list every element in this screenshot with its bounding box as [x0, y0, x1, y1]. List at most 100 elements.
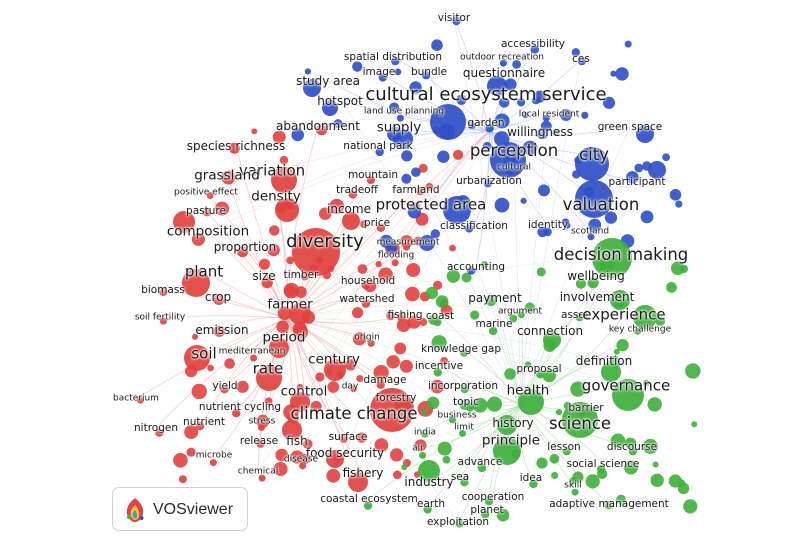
term-node-positive-effect[interactable]: [206, 192, 214, 199]
term-label[interactable]: release: [239, 434, 279, 447]
term-label[interactable]: period: [262, 329, 306, 346]
term-label[interactable]: control: [280, 383, 328, 400]
term-node-marine[interactable]: [488, 326, 498, 336]
term-node-outdoor-recreation[interactable]: [499, 59, 507, 67]
term-node-idea[interactable]: [529, 479, 538, 489]
term-label[interactable]: crop: [204, 290, 232, 304]
term-node-definition[interactable]: [601, 362, 621, 382]
term-label[interactable]: biomass: [141, 283, 185, 296]
term-label[interactable]: cultural: [496, 162, 532, 173]
term-node-limit[interactable]: [459, 429, 466, 437]
term-label[interactable]: asset: [561, 308, 589, 321]
term-node-incorporation[interactable]: [460, 384, 469, 394]
term-label[interactable]: land use planning: [363, 106, 445, 117]
term-label[interactable]: nutrient: [183, 415, 225, 428]
term-label[interactable]: knowledge gap: [420, 342, 502, 355]
term-node-planet[interactable]: [481, 510, 490, 519]
term-label[interactable]: origin: [354, 332, 380, 343]
term-label[interactable]: argument: [497, 306, 543, 317]
term-node-composition[interactable]: [173, 211, 195, 233]
term-node-nutrient-cycling[interactable]: [232, 409, 241, 418]
term-label[interactable]: species richness: [186, 139, 286, 153]
term-label[interactable]: cultural ecosystem service: [365, 84, 607, 105]
term-label[interactable]: connection: [516, 324, 584, 338]
term-node-nutrient[interactable]: [195, 421, 205, 431]
term-label[interactable]: mountain: [347, 168, 399, 181]
term-label[interactable]: experience: [582, 305, 666, 324]
term-node-spatial-distribution[interactable]: [391, 56, 400, 66]
term-label[interactable]: adaptive management: [549, 497, 669, 510]
term-node-governance[interactable]: [612, 379, 644, 411]
term-label[interactable]: nitrogen: [134, 421, 178, 434]
term-node-payment[interactable]: [485, 294, 497, 306]
term-node-study-area[interactable]: [303, 79, 321, 97]
term-node-day[interactable]: [350, 385, 358, 393]
term-label[interactable]: green space: [597, 120, 663, 133]
term-label[interactable]: stress: [248, 416, 276, 427]
term-label[interactable]: diversity: [286, 231, 364, 252]
term-label[interactable]: composition: [166, 223, 250, 240]
term-label[interactable]: perception: [469, 140, 559, 160]
term-node-perception[interactable]: [490, 142, 526, 178]
term-node-scotland[interactable]: [587, 233, 595, 241]
term-node-emission[interactable]: [213, 325, 225, 337]
term-node-air[interactable]: [419, 451, 427, 459]
term-node-hotspot[interactable]: [322, 100, 338, 116]
term-label[interactable]: incorporation: [427, 379, 499, 392]
term-node-species-richness[interactable]: [228, 142, 240, 154]
term-label[interactable]: barrier: [568, 401, 604, 414]
term-node-experience[interactable]: [633, 305, 657, 329]
term-label[interactable]: exploitation: [426, 515, 490, 528]
term-label[interactable]: farmer: [267, 296, 313, 313]
term-label[interactable]: wellbeing: [567, 269, 625, 283]
term-label[interactable]: bacterium: [113, 393, 159, 404]
term-node-fishery[interactable]: [348, 472, 368, 492]
term-node-origin[interactable]: [367, 339, 375, 347]
term-label[interactable]: watershed: [339, 292, 395, 305]
term-label[interactable]: outdoor recreation: [460, 52, 544, 63]
term-label[interactable]: soil: [191, 344, 217, 363]
term-node-accessibility[interactable]: [530, 45, 539, 54]
term-node-incentive[interactable]: [433, 368, 442, 377]
term-label[interactable]: microbe: [195, 450, 233, 461]
term-label[interactable]: science: [548, 413, 612, 433]
term-label[interactable]: principle: [481, 432, 541, 449]
term-label[interactable]: india: [414, 427, 436, 438]
term-label[interactable]: incentive: [414, 359, 464, 372]
term-node-coast[interactable]: [433, 317, 442, 327]
term-node-period[interactable]: [269, 338, 289, 358]
term-node-farmland[interactable]: [416, 186, 425, 196]
term-label[interactable]: involvement: [559, 290, 635, 304]
term-node-proportion[interactable]: [237, 246, 249, 258]
term-label[interactable]: price: [363, 216, 391, 229]
term-label[interactable]: history: [492, 416, 534, 430]
term-label[interactable]: proportion: [213, 240, 277, 254]
term-node-classification[interactable]: [465, 224, 474, 233]
term-node-fishing[interactable]: [396, 312, 406, 322]
term-node-supply[interactable]: [393, 129, 413, 149]
term-label[interactable]: pasture: [186, 204, 226, 217]
term-label[interactable]: questionnaire: [462, 66, 546, 80]
term-node-cultural[interactable]: [505, 169, 513, 177]
term-node-damage[interactable]: [376, 380, 385, 389]
term-node-involvement[interactable]: [610, 290, 630, 310]
term-node-size[interactable]: [261, 277, 273, 289]
term-node-valuation[interactable]: [575, 180, 613, 218]
term-label[interactable]: city: [579, 144, 609, 164]
term-label[interactable]: farmland: [392, 183, 440, 196]
term-node-industry[interactable]: [418, 460, 440, 482]
term-label[interactable]: century: [308, 351, 360, 368]
term-node-lesson[interactable]: [562, 446, 571, 456]
term-node-history[interactable]: [497, 415, 517, 435]
term-label[interactable]: discourse: [606, 440, 658, 453]
term-label[interactable]: plant: [184, 262, 224, 281]
term-label[interactable]: abandonment: [276, 119, 360, 133]
term-node-century[interactable]: [324, 359, 346, 381]
term-node-green-space[interactable]: [636, 125, 654, 143]
term-node-science[interactable]: [562, 402, 598, 438]
term-node-city[interactable]: [575, 147, 609, 181]
term-label[interactable]: national park: [343, 139, 413, 152]
term-node-connection[interactable]: [543, 331, 561, 349]
term-label[interactable]: climate change: [290, 403, 418, 423]
term-label[interactable]: fishery: [342, 466, 384, 480]
